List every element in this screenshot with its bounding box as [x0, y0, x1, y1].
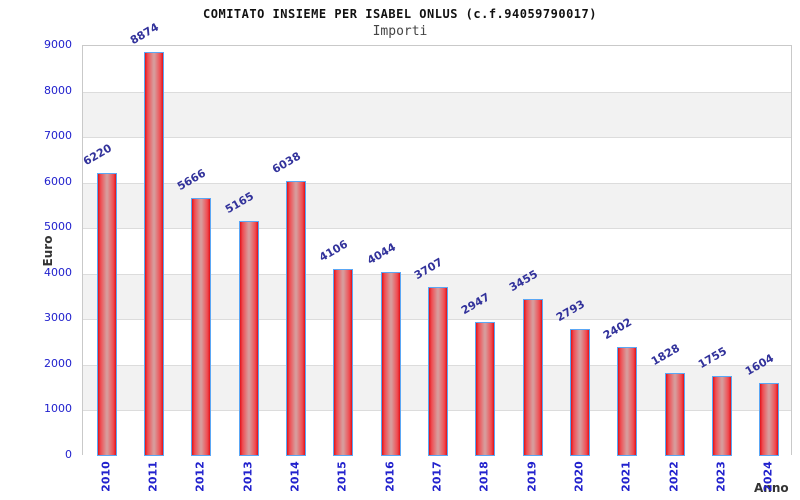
bar-2024 [759, 382, 780, 456]
y-axis-tick-label: 6000 [44, 174, 72, 188]
y-axis-tick-label: 8000 [44, 83, 72, 97]
grid-band [83, 46, 791, 92]
x-axis-title: Anno [754, 481, 789, 495]
bar-2010 [96, 172, 117, 456]
chart-title: COMITATO INSIEME PER ISABEL ONLUS (c.f.9… [203, 7, 597, 21]
bar-2019 [522, 298, 543, 456]
x-axis-tick-label: 2021 [619, 461, 633, 492]
y-axis-tick-label: 5000 [44, 220, 72, 234]
chart-subtitle: Importi [372, 24, 428, 39]
y-axis-tick-label: 9000 [44, 38, 72, 51]
y-axis-tick-label: 4000 [44, 265, 72, 279]
gridline [83, 228, 791, 230]
plot-area [82, 45, 792, 456]
bar-2015 [333, 268, 354, 456]
bar-2017 [428, 287, 448, 456]
bar-2011 [144, 51, 164, 456]
y-axis-tick-label: 2000 [44, 356, 72, 370]
bar-2023 [712, 376, 732, 456]
gridline [83, 182, 791, 184]
bar-2018 [475, 321, 496, 456]
x-axis-tick-label: 2017 [430, 461, 444, 492]
bar-2020 [570, 328, 590, 456]
x-axis-tick-label: 2015 [335, 461, 349, 492]
bar-2014 [286, 180, 306, 456]
y-axis-tick-label: 1000 [44, 402, 72, 416]
gridline [83, 273, 791, 275]
x-axis-tick-label: 2010 [99, 461, 113, 492]
x-axis-tick-label: 2014 [288, 461, 302, 492]
x-axis-tick-label: 2012 [193, 461, 207, 492]
grid-band [83, 91, 791, 138]
x-axis-tick-label: 2019 [525, 461, 539, 492]
bar-2022 [664, 372, 685, 456]
bar-2016 [380, 271, 401, 456]
x-axis-tick-label: 2022 [667, 461, 681, 492]
y-axis-tick-label: 0 [65, 448, 72, 461]
grid-band [83, 137, 791, 183]
x-axis-tick-label: 2023 [714, 461, 728, 492]
y-axis-tick-label: 7000 [44, 129, 72, 143]
bar-2013 [238, 220, 259, 456]
x-axis-tick-label: 2011 [146, 461, 160, 492]
x-axis-tick-label: 2013 [241, 461, 255, 492]
bar-2021 [617, 346, 638, 456]
x-axis-tick-label: 2024 [761, 461, 775, 492]
x-axis-tick-label: 2020 [572, 461, 586, 492]
bar-2012 [191, 197, 212, 456]
gridline [83, 91, 791, 93]
x-axis-tick-label: 2016 [383, 461, 397, 492]
y-axis-tick-label: 3000 [44, 311, 72, 325]
x-axis-tick-label: 2018 [477, 461, 491, 492]
gridline [83, 137, 791, 139]
